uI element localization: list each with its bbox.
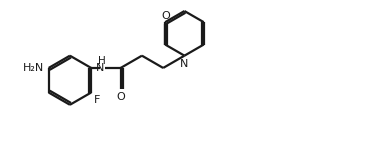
Text: N: N [180,59,189,69]
Text: O: O [162,10,171,20]
Text: H₂N: H₂N [23,63,44,73]
Text: O: O [116,92,125,102]
Text: N: N [96,63,105,73]
Text: F: F [94,95,100,105]
Text: H: H [98,56,106,66]
